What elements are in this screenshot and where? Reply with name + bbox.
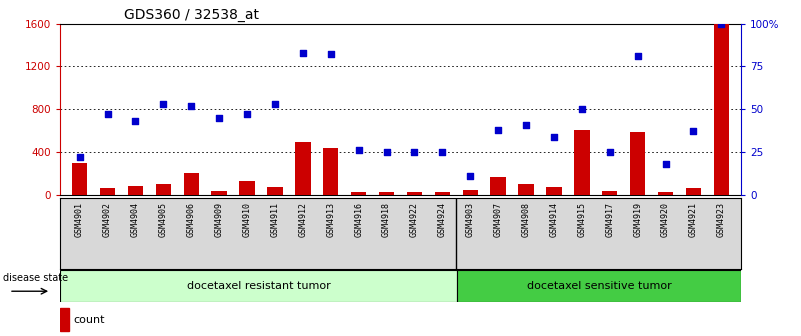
Point <box>352 148 365 153</box>
Text: disease state: disease state <box>3 274 68 284</box>
Bar <box>211 191 227 195</box>
Text: GSM4922: GSM4922 <box>410 202 419 237</box>
Text: GSM4902: GSM4902 <box>103 202 112 237</box>
Bar <box>379 192 394 195</box>
Text: GSM4912: GSM4912 <box>298 202 308 237</box>
Bar <box>546 187 562 195</box>
Text: GSM4907: GSM4907 <box>493 202 503 237</box>
Text: GSM4909: GSM4909 <box>215 202 223 237</box>
Text: GSM4918: GSM4918 <box>382 202 391 237</box>
Text: GSM4921: GSM4921 <box>689 202 698 237</box>
FancyBboxPatch shape <box>60 270 457 302</box>
Text: count: count <box>73 315 104 325</box>
Bar <box>630 132 646 195</box>
Point <box>687 129 700 134</box>
Text: GSM4920: GSM4920 <box>661 202 670 237</box>
Text: GSM4911: GSM4911 <box>271 202 280 237</box>
Bar <box>463 190 478 195</box>
Bar <box>407 192 422 195</box>
Bar <box>351 192 366 195</box>
Text: GSM4915: GSM4915 <box>578 202 586 237</box>
Bar <box>183 173 199 195</box>
Point <box>73 155 86 160</box>
Bar <box>435 192 450 195</box>
Point <box>659 161 672 167</box>
Text: GSM4916: GSM4916 <box>354 202 363 237</box>
Point <box>520 122 533 127</box>
Point <box>380 150 393 155</box>
Bar <box>295 142 311 195</box>
Point <box>548 134 561 139</box>
Text: GDS360 / 32538_at: GDS360 / 32538_at <box>124 8 260 22</box>
Bar <box>100 188 115 195</box>
Text: docetaxel sensitive tumor: docetaxel sensitive tumor <box>527 282 671 291</box>
Bar <box>658 192 674 195</box>
Point <box>240 112 253 117</box>
Bar <box>127 186 143 195</box>
Bar <box>574 130 590 195</box>
Point <box>408 150 421 155</box>
Text: GSM4905: GSM4905 <box>159 202 168 237</box>
Point <box>324 52 337 57</box>
Text: GSM4917: GSM4917 <box>606 202 614 237</box>
Point <box>185 103 198 109</box>
Bar <box>239 181 255 195</box>
Point <box>157 101 170 107</box>
Bar <box>602 191 618 195</box>
Point <box>436 150 449 155</box>
Point <box>631 53 644 59</box>
Point <box>101 112 114 117</box>
Bar <box>686 188 701 195</box>
Bar <box>714 24 729 195</box>
Point <box>715 21 728 26</box>
Text: GSM4906: GSM4906 <box>187 202 195 237</box>
Point <box>129 119 142 124</box>
Text: GSM4903: GSM4903 <box>465 202 475 237</box>
Text: GSM4904: GSM4904 <box>131 202 140 237</box>
Bar <box>323 148 338 195</box>
Text: GSM4910: GSM4910 <box>243 202 252 237</box>
Text: GSM4914: GSM4914 <box>549 202 558 237</box>
Bar <box>60 308 69 331</box>
Text: GSM4901: GSM4901 <box>75 202 84 237</box>
Point <box>492 127 505 132</box>
Point <box>575 107 588 112</box>
Bar <box>268 187 283 195</box>
Point <box>213 115 226 121</box>
Text: GSM4919: GSM4919 <box>633 202 642 237</box>
FancyBboxPatch shape <box>457 270 741 302</box>
Text: GSM4913: GSM4913 <box>326 202 336 237</box>
Text: GSM4923: GSM4923 <box>717 202 726 237</box>
Point <box>268 101 281 107</box>
Point <box>603 150 616 155</box>
Bar <box>518 184 533 195</box>
Point <box>464 173 477 179</box>
Text: docetaxel resistant tumor: docetaxel resistant tumor <box>187 282 331 291</box>
Bar <box>72 163 87 195</box>
Text: GSM4924: GSM4924 <box>438 202 447 237</box>
Bar <box>490 177 506 195</box>
Point <box>296 50 309 55</box>
Text: GSM4908: GSM4908 <box>521 202 530 237</box>
Bar <box>155 184 171 195</box>
